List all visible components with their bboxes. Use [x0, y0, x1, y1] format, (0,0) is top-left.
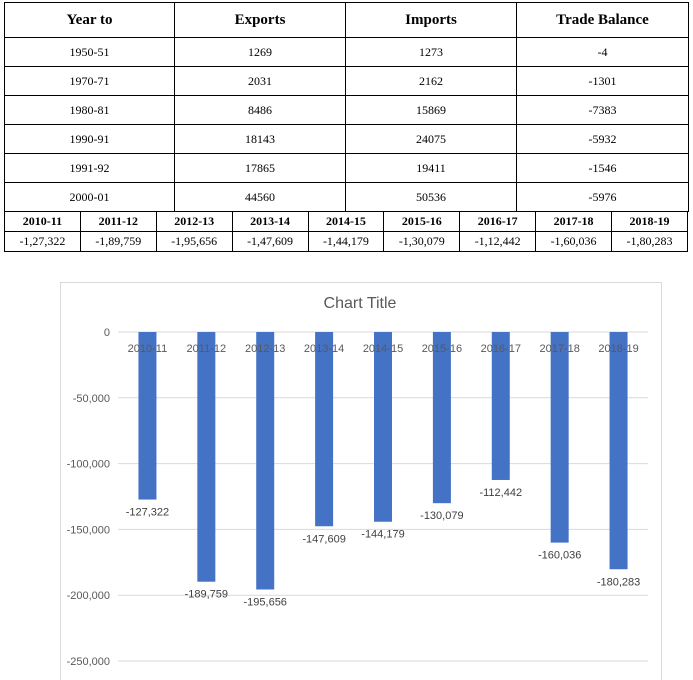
cell-imports: 1273 [345, 37, 517, 67]
data-label: -130,079 [420, 510, 463, 522]
data-label: -112,442 [479, 487, 522, 499]
data-label: -144,179 [361, 529, 404, 541]
table-row: -1,27,322 -1,89,759 -1,95,656 -1,47,609 … [4, 231, 688, 252]
trade-history-table: Year to Exports Imports Trade Balance 19… [4, 2, 689, 212]
cell-imports: 50536 [345, 182, 517, 212]
data-label: -127,322 [126, 507, 169, 519]
cell-balance: -1,12,442 [459, 231, 537, 252]
cell-balance: -1,89,759 [79, 231, 157, 252]
data-label: -160,036 [538, 550, 581, 562]
cell-balance: -1546 [516, 153, 689, 183]
cell-balance: -4 [516, 37, 689, 67]
cell-balance: -1,44,179 [307, 231, 385, 252]
header-year: Year to [4, 2, 175, 38]
header-year: 2017-18 [535, 211, 612, 232]
x-tick-label: 2012-13 [245, 343, 285, 355]
cell-balance: -7383 [516, 95, 689, 125]
data-label: -189,759 [185, 589, 228, 601]
bar [197, 332, 216, 582]
y-tick-label: -250,000 [67, 656, 110, 668]
data-label: -195,656 [244, 596, 287, 608]
header-year: 2012-13 [155, 211, 233, 232]
x-tick-label: 2013-14 [304, 343, 344, 355]
bar [491, 332, 510, 480]
table-header-row: Year to Exports Imports Trade Balance [4, 2, 689, 38]
y-tick-label: -100,000 [67, 459, 110, 471]
chart-title: Chart Title [323, 295, 397, 312]
bar [138, 332, 157, 500]
bar [374, 332, 392, 522]
bar [315, 332, 334, 527]
x-tick-label: 2018-19 [598, 343, 638, 355]
header-exports: Exports [174, 2, 346, 38]
x-tick-label: 2017-18 [539, 343, 579, 355]
cell-balance: -1,27,322 [4, 231, 81, 252]
cell-imports: 24075 [345, 124, 517, 154]
bar [256, 332, 275, 590]
header-year: 2013-14 [231, 211, 309, 232]
data-label: -147,609 [302, 533, 345, 545]
data-label: -180,283 [597, 576, 640, 588]
y-tick-label: -50,000 [73, 393, 110, 405]
cell-exports: 17865 [174, 153, 346, 183]
trade-balance-recent-table: 2010-11 2011-12 2012-13 2013-14 2014-15 … [4, 211, 688, 252]
cell-year: 1980-81 [4, 95, 175, 125]
cell-exports: 8486 [174, 95, 346, 125]
header-year: 2010-11 [4, 211, 81, 232]
table-row: 1950-51 1269 1273 -4 [4, 37, 689, 67]
bar [432, 332, 451, 504]
x-tick-label: 2016-17 [481, 343, 521, 355]
y-tick-label: -150,000 [67, 524, 110, 536]
table-row: 1990-91 18143 24075 -5932 [4, 124, 689, 154]
x-tick-label: 2015-16 [422, 343, 462, 355]
bar [550, 332, 569, 543]
y-tick-label: 0 [104, 327, 110, 339]
cell-exports: 18143 [174, 124, 346, 154]
y-tick-label: -200,000 [67, 590, 110, 602]
table-header-row: 2010-11 2011-12 2012-13 2013-14 2014-15 … [4, 211, 688, 232]
header-trade-balance: Trade Balance [516, 2, 689, 38]
cell-balance: -1,80,283 [611, 231, 688, 252]
table-row: 1970-71 2031 2162 -1301 [4, 66, 689, 96]
cell-balance: -1,60,036 [535, 231, 612, 252]
x-tick-label: 2011-12 [187, 343, 227, 355]
x-tick-label: 2014-15 [363, 343, 403, 355]
cell-balance: -1,95,656 [155, 231, 233, 252]
x-tick-label: 2010-11 [128, 343, 168, 355]
bar [609, 332, 628, 570]
